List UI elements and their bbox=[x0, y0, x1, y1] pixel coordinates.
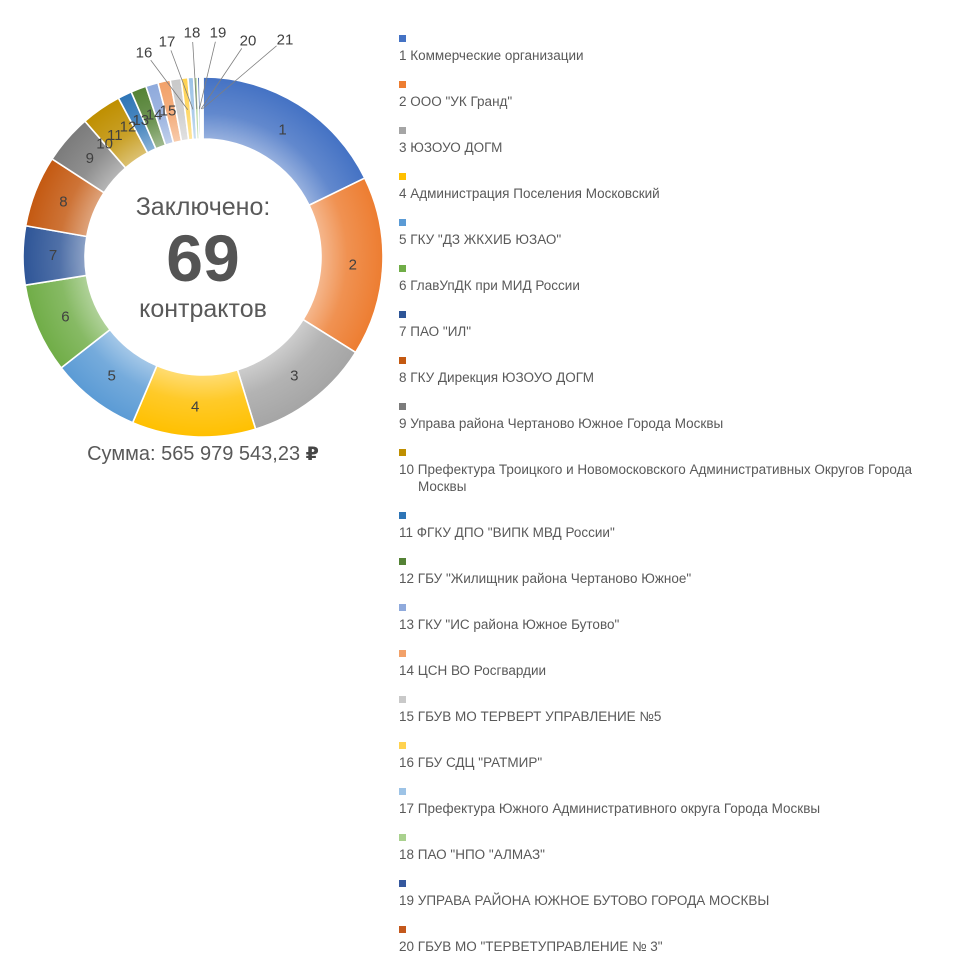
legend-swatch-12 bbox=[399, 558, 406, 565]
legend-item-label: 17 Префектура Южного Административного о… bbox=[399, 801, 821, 816]
segment-number-label-13: 13 bbox=[132, 112, 149, 129]
leader-line-19 bbox=[198, 41, 216, 110]
segment-number-label-3: 3 bbox=[290, 368, 298, 385]
legend-item-label: 6 ГлавУпДК при МИД России bbox=[399, 278, 580, 293]
legend-item-14: 14 ЦСН ВО Росгвардии bbox=[399, 645, 959, 679]
legend-swatch-13 bbox=[399, 604, 406, 611]
legend-item-label: 4 Администрация Поселения Московский bbox=[399, 186, 660, 201]
legend-swatch-3 bbox=[399, 127, 406, 134]
leader-line-18 bbox=[192, 41, 198, 110]
segment-number-label-7: 7 bbox=[49, 247, 57, 264]
donut-center-text: Заключено: 69 контрактов bbox=[136, 193, 271, 324]
segment-number-label-10: 10 bbox=[96, 135, 113, 152]
legend-item-18: 18 ПАО "НПО "АЛМАЗ" bbox=[399, 829, 959, 863]
segment-number-label-11: 11 bbox=[107, 127, 123, 144]
legend-item-label: 11 ФГКУ ДПО "ВИПК МВД России" bbox=[399, 525, 615, 540]
legend-swatch-5 bbox=[399, 219, 406, 226]
legend-item-label: 18 ПАО "НПО "АЛМАЗ" bbox=[399, 847, 545, 862]
legend-item-20: 20 ГБУВ МО "ТЕРВЕТУПРАВЛЕНИЕ № 3" bbox=[399, 921, 959, 955]
legend-item-label: 2 ООО "УК Гранд" bbox=[399, 94, 513, 109]
segment-number-label-4: 4 bbox=[191, 398, 199, 415]
legend-item-label: 3 ЮЗОУО ДОГМ bbox=[399, 140, 503, 155]
legend-item-label: 1 Коммерческие организации bbox=[399, 48, 584, 63]
legend-swatch-9 bbox=[399, 403, 406, 410]
legend-swatch-15 bbox=[399, 696, 406, 703]
legend-item-16: 16 ГБУ СДЦ "РАТМИР" bbox=[399, 737, 959, 771]
legend-item-2: 2 ООО "УК Гранд" bbox=[399, 76, 959, 110]
segment-number-label-8: 8 bbox=[59, 194, 67, 211]
legend-swatch-11 bbox=[399, 512, 406, 519]
center-value: 69 bbox=[166, 221, 240, 295]
segment-number-label-9: 9 bbox=[86, 150, 94, 167]
leader-line-20 bbox=[200, 48, 243, 110]
legend-item-label: 10 Префектура Троицкого и Новомосковског… bbox=[399, 462, 912, 494]
legend-item-15: 15 ГБУВ МО ТЕРВЕРТ УПРАВЛЕНИЕ №5 bbox=[399, 691, 959, 725]
legend-item-label: 5 ГКУ "ДЗ ЖКХИБ ЮЗАО" bbox=[399, 232, 562, 247]
legend-item-9: 9 Управа района Чертаново Южное Города М… bbox=[399, 398, 959, 432]
segment-number-label-17: 17 bbox=[159, 34, 176, 51]
legend-swatch-14 bbox=[399, 650, 406, 657]
segment-number-label-16: 16 bbox=[136, 45, 153, 62]
legend-item-19: 19 УПРАВА РАЙОНА ЮЖНОЕ БУТОВО ГОРОДА МОС… bbox=[399, 875, 959, 909]
center-title: Заключено: bbox=[135, 193, 271, 221]
legend-item-label: 16 ГБУ СДЦ "РАТМИР" bbox=[399, 755, 543, 770]
legend-item-5: 5 ГКУ "ДЗ ЖКХИБ ЮЗАО" bbox=[399, 214, 959, 248]
sum-label: Сумма: 565 979 543,23 bbox=[87, 443, 301, 465]
chart-legend: 1 Коммерческие организации 2 ООО "УК Гран… bbox=[399, 30, 959, 967]
segment-number-label-6: 6 bbox=[61, 308, 69, 325]
segment-number-label-2: 2 bbox=[349, 256, 357, 273]
legend-item-label: 7 ПАО "ИЛ" bbox=[399, 324, 472, 339]
center-subtitle: контрактов bbox=[139, 294, 267, 323]
legend-item-8: 8 ГКУ Дирекция ЮЗОУО ДОГМ bbox=[399, 352, 959, 386]
donut-chart-panel: 1 2 3 4 5 6 7 8 9 10 11 12 13 14 15 16 17 18 19 20 21 Заключ… bbox=[0, 0, 406, 629]
legend-item-4: 4 Администрация Поселения Московский bbox=[399, 168, 959, 202]
legend-swatch-16 bbox=[399, 742, 406, 749]
segment-number-label-19: 19 bbox=[210, 25, 227, 42]
legend-item-label: 12 ГБУ "Жилищник района Чертаново Южное" bbox=[399, 571, 692, 586]
legend-item-1: 1 Коммерческие организации bbox=[399, 30, 959, 64]
legend-item-12: 12 ГБУ "Жилищник района Чертаново Южное" bbox=[399, 553, 959, 587]
segment-number-label-14: 14 bbox=[146, 107, 163, 124]
legend-swatch-8 bbox=[399, 357, 406, 364]
legend-item-label: 20 ГБУВ МО "ТЕРВЕТУПРАВЛЕНИЕ № 3" bbox=[399, 939, 663, 954]
legend-swatch-10 bbox=[399, 449, 406, 456]
segment-number-label-20: 20 bbox=[240, 33, 257, 50]
segment-number-label-5: 5 bbox=[108, 368, 116, 385]
legend-swatch-19 bbox=[399, 880, 406, 887]
sum-text: Сумма: 565 979 543,23 ₽ bbox=[0, 443, 406, 466]
report-page: 1 2 3 4 5 6 7 8 9 10 11 12 13 14 15 16 17 18 19 20 21 Заключ… bbox=[0, 0, 912, 954]
leader-line-16 bbox=[150, 59, 189, 111]
segment-number-label-18: 18 bbox=[184, 25, 201, 42]
legend-item-label: 15 ГБУВ МО ТЕРВЕРТ УПРАВЛЕНИЕ №5 bbox=[399, 709, 662, 724]
legend-swatch-2 bbox=[399, 81, 406, 88]
legend-swatch-18 bbox=[399, 834, 406, 841]
legend-item-11: 11 ФГКУ ДПО "ВИПК МВД России" bbox=[399, 507, 959, 541]
legend-item-label: 14 ЦСН ВО Росгвардии bbox=[399, 663, 547, 678]
legend-swatch-17 bbox=[399, 788, 406, 795]
legend-swatch-7 bbox=[399, 311, 406, 318]
legend-item-6: 6 ГлавУпДК при МИД России bbox=[399, 260, 959, 294]
segment-number-label-15: 15 bbox=[160, 103, 177, 120]
donut-segment-1 bbox=[202, 76, 366, 207]
legend-item-label: 8 ГКУ Дирекция ЮЗОУО ДОГМ bbox=[399, 370, 594, 385]
legend-item-17: 17 Префектура Южного Административного о… bbox=[399, 783, 959, 817]
segment-number-label-12: 12 bbox=[120, 119, 137, 136]
legend-item-3: 3 ЮЗОУО ДОГМ bbox=[399, 122, 959, 156]
legend-swatch-1 bbox=[399, 35, 406, 42]
legend-swatch-20 bbox=[399, 926, 406, 933]
legend-item-label: 9 Управа района Чертаново Южное Города М… bbox=[399, 416, 724, 431]
leader-line-17 bbox=[170, 50, 194, 110]
legend-item-label: 19 УПРАВА РАЙОНА ЮЖНОЕ БУТОВО ГОРОДА МОС… bbox=[399, 893, 770, 908]
ruble-sign-icon: ₽ bbox=[305, 443, 319, 465]
legend-item-13: 13 ГКУ "ИС района Южное Бутово" bbox=[399, 599, 959, 633]
legend-swatch-4 bbox=[399, 173, 406, 180]
segment-number-label-1: 1 bbox=[278, 121, 286, 138]
legend-swatch-6 bbox=[399, 265, 406, 272]
segment-number-label-21: 21 bbox=[277, 32, 294, 49]
legend-item-10: 10 Префектура Троицкого и Новомосковског… bbox=[399, 444, 959, 495]
legend-item-label: 13 ГКУ "ИС района Южное Бутово" bbox=[399, 617, 620, 632]
legend-item-7: 7 ПАО "ИЛ" bbox=[399, 306, 959, 340]
leader-line-21 bbox=[202, 45, 277, 110]
